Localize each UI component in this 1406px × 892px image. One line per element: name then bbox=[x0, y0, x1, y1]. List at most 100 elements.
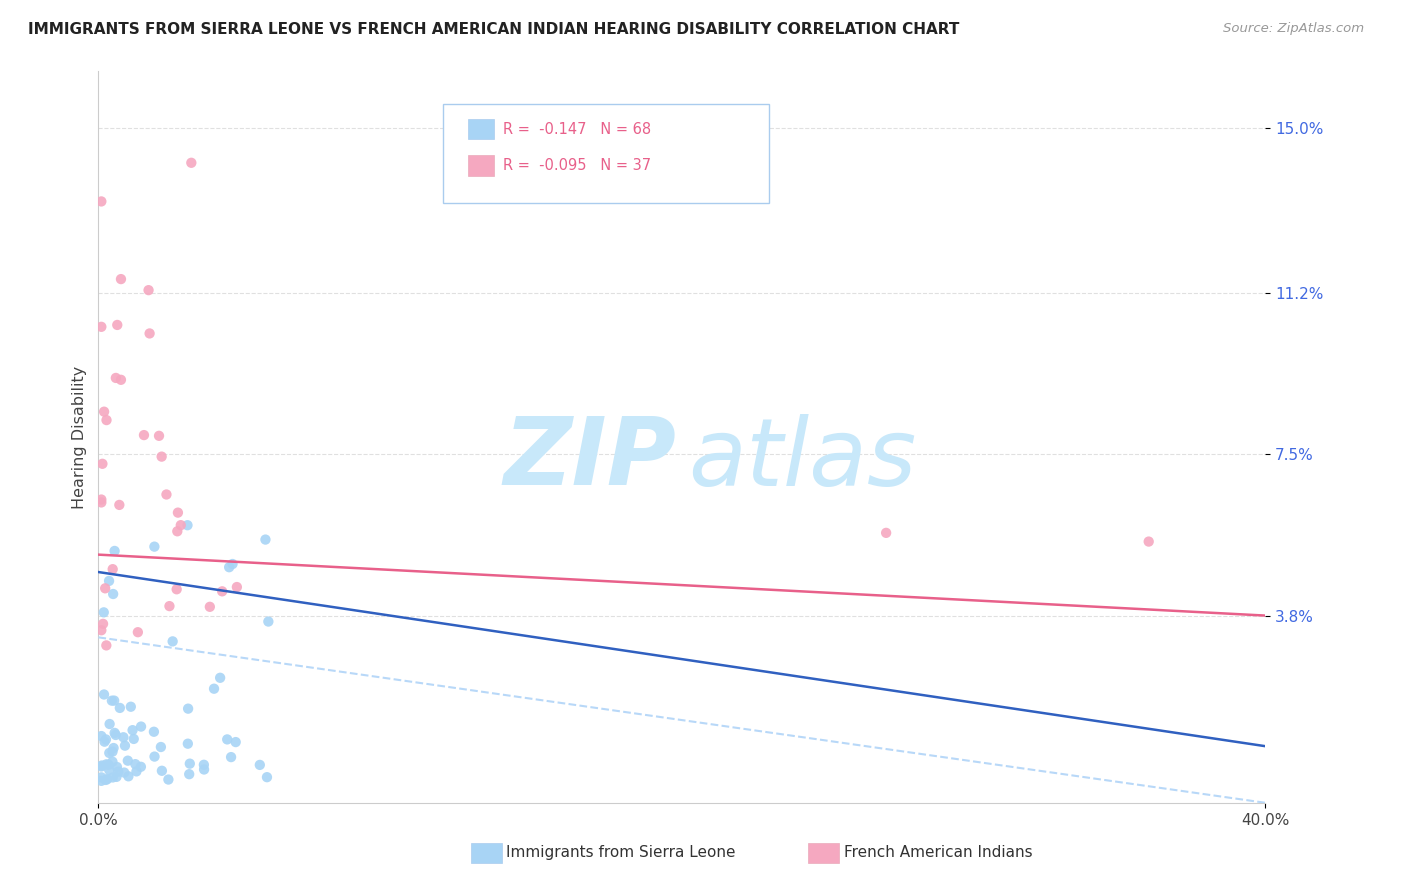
Point bbox=[124, 757, 146, 772]
Point bbox=[101, 745, 124, 759]
Text: IMMIGRANTS FROM SIERRA LEONE VS FRENCH AMERICAN INDIAN HEARING DISABILITY CORREL: IMMIGRANTS FROM SIERRA LEONE VS FRENCH A… bbox=[28, 22, 959, 37]
Point bbox=[94, 772, 117, 787]
Point bbox=[93, 688, 115, 702]
Point bbox=[93, 605, 115, 619]
Point bbox=[202, 681, 225, 696]
Point bbox=[193, 757, 215, 772]
Point bbox=[98, 763, 121, 777]
Point bbox=[150, 764, 173, 778]
Point bbox=[90, 492, 112, 507]
Point bbox=[129, 760, 152, 774]
Point bbox=[114, 739, 136, 753]
Point bbox=[142, 724, 165, 739]
Point bbox=[875, 525, 897, 540]
Point bbox=[167, 506, 190, 520]
Point bbox=[159, 599, 181, 614]
Point bbox=[104, 544, 127, 558]
Point bbox=[209, 671, 232, 685]
Point bbox=[110, 373, 132, 387]
Point bbox=[225, 735, 247, 749]
Point bbox=[98, 746, 121, 760]
Text: R =  -0.095   N = 37: R = -0.095 N = 37 bbox=[503, 158, 651, 173]
Point bbox=[110, 272, 132, 286]
Point bbox=[101, 771, 124, 785]
Point bbox=[193, 763, 215, 777]
Point bbox=[105, 760, 128, 774]
Point bbox=[104, 728, 127, 742]
Point bbox=[98, 717, 121, 731]
Point bbox=[177, 737, 200, 751]
Point bbox=[91, 616, 114, 631]
Point bbox=[98, 574, 121, 588]
Point bbox=[117, 769, 139, 783]
Point bbox=[177, 701, 200, 715]
Point bbox=[256, 770, 278, 784]
Text: Immigrants from Sierra Leone: Immigrants from Sierra Leone bbox=[506, 846, 735, 860]
Point bbox=[91, 457, 114, 471]
Point bbox=[122, 731, 145, 746]
Point bbox=[219, 750, 242, 764]
Bar bbox=[468, 155, 494, 176]
Point bbox=[93, 405, 115, 419]
Point bbox=[249, 758, 271, 772]
Point bbox=[112, 765, 135, 780]
Point bbox=[143, 540, 166, 554]
Point bbox=[166, 582, 188, 597]
Point bbox=[101, 694, 124, 708]
Point bbox=[149, 739, 172, 754]
Point bbox=[108, 701, 131, 715]
Point bbox=[90, 194, 112, 209]
Point bbox=[225, 580, 247, 594]
Point bbox=[198, 599, 221, 614]
Text: ZIP: ZIP bbox=[503, 413, 676, 505]
Point bbox=[217, 732, 239, 747]
Point bbox=[148, 429, 170, 443]
Point bbox=[101, 755, 124, 769]
Point bbox=[157, 772, 180, 787]
Point bbox=[257, 615, 280, 629]
Point bbox=[138, 326, 160, 341]
Point bbox=[155, 487, 177, 501]
Point bbox=[93, 734, 115, 748]
Point bbox=[104, 371, 127, 385]
Point bbox=[254, 533, 277, 547]
Point bbox=[221, 557, 243, 571]
Point bbox=[90, 624, 112, 638]
Point bbox=[170, 518, 193, 533]
Point bbox=[90, 319, 112, 334]
Point bbox=[90, 770, 112, 784]
Point bbox=[150, 450, 173, 464]
Point bbox=[90, 758, 112, 772]
Point bbox=[96, 757, 118, 772]
Point bbox=[94, 732, 117, 747]
Point bbox=[218, 560, 240, 574]
FancyBboxPatch shape bbox=[443, 104, 769, 203]
Point bbox=[179, 767, 201, 781]
Point bbox=[129, 720, 152, 734]
Point bbox=[138, 283, 160, 297]
Point bbox=[112, 731, 135, 745]
Point bbox=[101, 562, 124, 576]
Y-axis label: Hearing Disability: Hearing Disability bbox=[72, 366, 87, 508]
Point bbox=[121, 723, 143, 738]
Point bbox=[127, 625, 149, 640]
Point bbox=[176, 518, 198, 533]
Point bbox=[105, 318, 128, 332]
Point bbox=[96, 772, 118, 786]
Text: Source: ZipAtlas.com: Source: ZipAtlas.com bbox=[1223, 22, 1364, 36]
Point bbox=[132, 428, 155, 442]
Point bbox=[1137, 534, 1160, 549]
Point bbox=[90, 773, 112, 788]
Point bbox=[96, 639, 118, 653]
Point bbox=[103, 741, 125, 756]
Point bbox=[96, 413, 118, 427]
Point bbox=[105, 770, 128, 784]
Point bbox=[90, 759, 112, 773]
Point bbox=[104, 726, 127, 740]
Point bbox=[107, 764, 129, 779]
Text: R =  -0.147   N = 68: R = -0.147 N = 68 bbox=[503, 121, 651, 136]
Point bbox=[108, 498, 131, 512]
Point bbox=[143, 749, 166, 764]
Point bbox=[162, 634, 184, 648]
Point bbox=[103, 693, 125, 707]
